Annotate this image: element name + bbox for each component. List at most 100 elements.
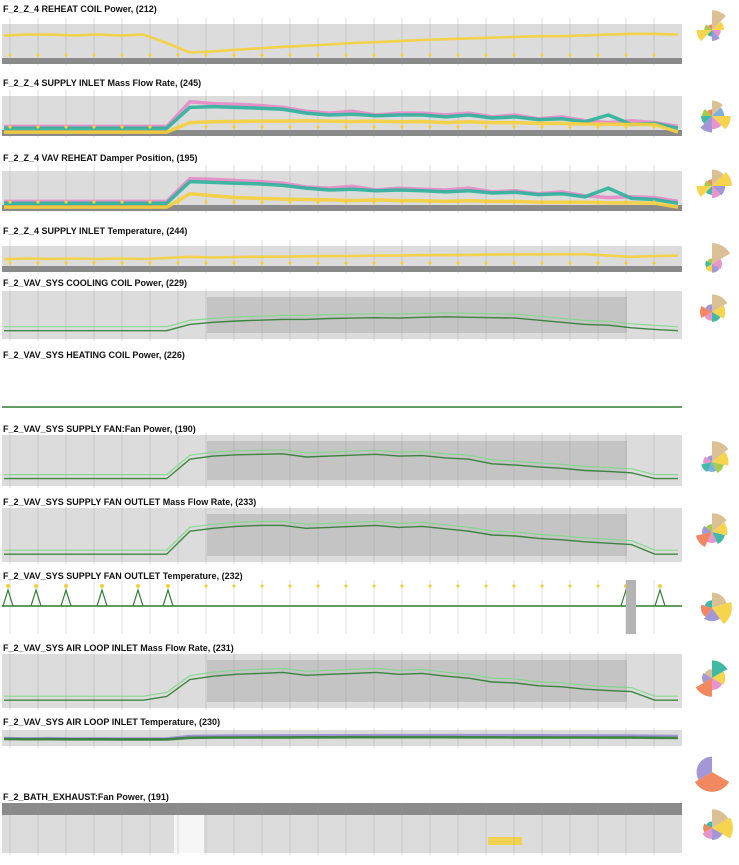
tick-marker	[512, 125, 516, 129]
rose-glyph	[705, 243, 731, 273]
rose-petal	[712, 817, 733, 839]
rose-petal	[707, 462, 717, 472]
chart-panel: F_2_Z_4 SUPPLY INLET Temperature, (244)	[0, 226, 739, 276]
tick-marker	[428, 200, 432, 204]
spike	[2, 587, 14, 607]
tick-marker	[92, 200, 96, 204]
tick-marker	[120, 125, 124, 129]
tick-marker	[568, 125, 572, 129]
tick-marker	[456, 584, 460, 588]
rose-petal	[704, 608, 720, 622]
series-line	[4, 524, 678, 555]
tick-marker	[232, 584, 236, 588]
tick-marker	[92, 125, 96, 129]
rose-glyph	[696, 169, 732, 199]
tick-marker	[568, 200, 572, 204]
rose-petal	[712, 671, 726, 685]
chart-title: F_2_VAV_SYS COOLING COIL Power, (229)	[3, 278, 188, 288]
series-line	[3, 32, 679, 54]
spike	[96, 587, 108, 607]
tick-marker	[624, 200, 628, 204]
chart-panel: F_2_VAV_SYS COOLING COIL Power, (229)	[0, 278, 739, 343]
rose-petal	[701, 604, 712, 617]
rose-petal	[712, 312, 721, 322]
tick-marker	[568, 261, 572, 265]
tick-marker	[568, 53, 572, 57]
chart-title: F_2_VAV_SYS SUPPLY FAN OUTLET Temperatur…	[3, 571, 243, 581]
tick-marker	[64, 125, 68, 129]
tick-marker	[540, 261, 544, 265]
rose-petal	[696, 186, 712, 197]
rose-petal	[712, 169, 724, 186]
spike-marker	[6, 584, 10, 588]
tick-marker	[484, 53, 488, 57]
rose-petal	[712, 21, 725, 30]
chart-title: F_2_Z_4 REHEAT COIL Power, (212)	[3, 4, 157, 14]
tick-marker	[428, 125, 432, 129]
rose-petal	[712, 264, 720, 273]
tick-marker	[232, 261, 236, 265]
mid-band	[207, 514, 627, 556]
top-bar	[2, 803, 682, 815]
rose-petal	[712, 592, 727, 608]
tick-marker	[540, 200, 544, 204]
rose-petal	[712, 107, 725, 116]
tick-marker	[512, 261, 516, 265]
rose-petal	[712, 513, 727, 532]
chart-plot	[2, 165, 682, 213]
rose-petal	[701, 116, 712, 124]
tick-marker	[232, 53, 236, 57]
series-upper-line	[4, 520, 678, 551]
tick-marker	[288, 261, 292, 265]
tick-marker	[176, 125, 180, 129]
tick-marker	[512, 53, 516, 57]
rose-petal	[702, 525, 712, 535]
tick-marker	[204, 200, 208, 204]
rose-petal	[704, 312, 712, 321]
series-line	[3, 735, 679, 741]
tick-marker	[64, 200, 68, 204]
tick-marker	[344, 261, 348, 265]
series-line	[4, 118, 679, 134]
spike	[30, 587, 42, 607]
tick-marker	[8, 125, 12, 129]
rose-petal	[704, 669, 712, 678]
chart-title: F_2_Z_4 SUPPLY INLET Temperature, (244)	[3, 226, 188, 236]
tick-marker	[484, 261, 488, 265]
chart-title: F_2_VAV_SYS HEATING COIL Power, (226)	[3, 350, 185, 360]
tick-marker	[64, 261, 68, 265]
rose-petal	[699, 305, 712, 319]
base-strip	[2, 58, 682, 64]
rose-petal	[707, 532, 717, 543]
tick-marker	[344, 584, 348, 588]
rose-glyph	[699, 294, 728, 322]
chart-title: F_2_VAV_SYS SUPPLY FAN OUTLET Mass Flow …	[3, 497, 257, 507]
rose-petal	[712, 462, 724, 473]
tick-marker	[652, 125, 656, 129]
rose-petal	[702, 673, 712, 683]
tick-marker	[316, 53, 320, 57]
tick-marker	[316, 200, 320, 204]
rose-petal	[712, 294, 728, 312]
tick-marker	[288, 125, 292, 129]
rose-petal	[712, 243, 731, 264]
tick-marker	[484, 584, 488, 588]
tick-marker	[344, 53, 348, 57]
rose-petal	[707, 30, 712, 37]
rose-petal	[706, 455, 712, 462]
series-upper-line	[4, 667, 678, 697]
chart-panel: F_2_VAV_SYS HEATING COIL Power, (226)	[0, 350, 739, 412]
tick-marker	[652, 53, 656, 57]
tick-marker	[400, 584, 404, 588]
tick-marker	[316, 584, 320, 588]
tick-marker	[120, 261, 124, 265]
tick-marker	[36, 261, 40, 265]
spike	[132, 587, 144, 607]
rose-petal	[703, 823, 712, 833]
gap-block	[626, 580, 636, 634]
series-line	[4, 176, 679, 204]
chart-title: F_2_BATH_EXHAUST:Fan Power, (191)	[3, 792, 169, 802]
rose-glyph	[701, 592, 732, 625]
tick-marker	[456, 53, 460, 57]
series-upper-line	[4, 449, 678, 476]
